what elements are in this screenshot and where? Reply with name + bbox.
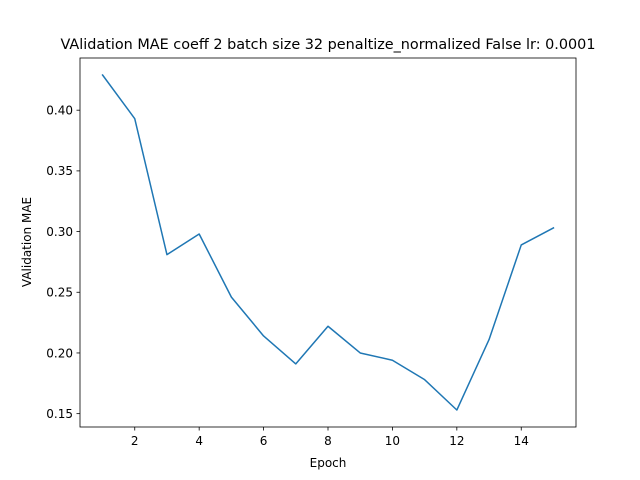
chart-title: VAlidation MAE coeff 2 batch size 32 pen… [61, 37, 596, 53]
x-tick-label: 14 [514, 434, 529, 448]
x-tick-label: 2 [131, 434, 139, 448]
y-tick-label: 0.30 [46, 225, 73, 239]
plot-area: 2 4 6 8 10 12 14 0.15 0.20 0.25 0.30 0.35 0.40 [46, 57, 577, 448]
y-tick-label: 0.35 [46, 164, 73, 178]
x-tick-label: 4 [195, 434, 203, 448]
x-tick-label: 6 [260, 434, 268, 448]
x-tick-label: 10 [385, 434, 400, 448]
x-tick-label: 12 [449, 434, 464, 448]
y-tick-label: 0.40 [46, 103, 73, 117]
y-axis-label: VAlidation MAE [20, 197, 34, 287]
series-line [101, 73, 555, 411]
y-tick-label: 0.15 [46, 407, 73, 421]
y-tick-label: 0.25 [46, 286, 73, 300]
x-axis-label: Epoch [310, 456, 347, 470]
x-tick-label: 8 [324, 434, 332, 448]
y-tick-label: 0.20 [46, 346, 73, 360]
